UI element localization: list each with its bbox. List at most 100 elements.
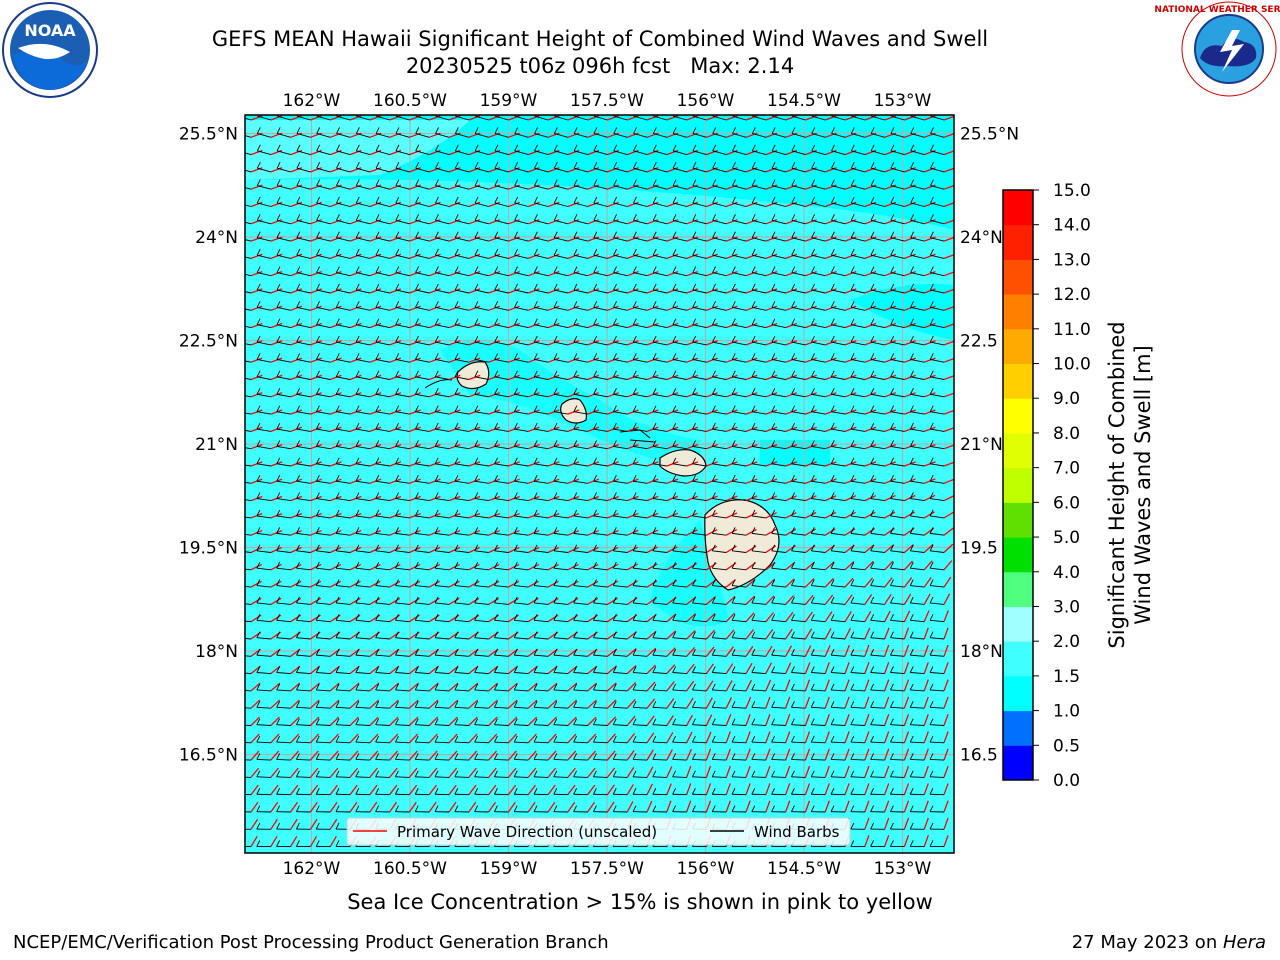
wind-barb-flag xyxy=(613,231,618,238)
lon-label-top: 153°W xyxy=(874,91,932,111)
wave-arrow xyxy=(765,478,778,484)
wind-barb xyxy=(494,706,509,709)
wind-barb-flag xyxy=(573,666,578,673)
wind-barb-flag xyxy=(256,231,261,238)
wind-barb-flag xyxy=(771,614,776,621)
wave-arrow xyxy=(745,219,758,225)
wind-barb-flag xyxy=(613,318,617,325)
wave-arrow xyxy=(270,357,283,363)
wave-arrow xyxy=(409,236,421,242)
wind-barb xyxy=(831,515,846,519)
wave-arrow xyxy=(250,665,261,675)
wave-arrow xyxy=(547,750,557,761)
colorbar-label-line1: Significant Height of Combined xyxy=(1105,321,1129,648)
wave-arrow xyxy=(547,357,560,363)
wind-barb xyxy=(435,672,450,675)
wind-barb xyxy=(553,376,568,380)
wave-arrow xyxy=(587,529,599,536)
wave-arrow xyxy=(488,305,501,311)
wind-barb-flag xyxy=(296,822,300,830)
wave-arrow xyxy=(270,426,283,433)
wind-barb-flag xyxy=(771,388,776,395)
wave-arrow xyxy=(527,461,540,467)
wind-barb xyxy=(751,463,766,467)
wave-arrow xyxy=(785,512,797,519)
wind-barb-flag xyxy=(474,214,479,221)
wind-barb-flag xyxy=(830,388,835,395)
wind-barb-flag xyxy=(593,788,597,795)
wind-barb xyxy=(653,167,667,173)
wave-arrow xyxy=(587,716,597,726)
wave-arrow xyxy=(409,374,421,381)
wave-arrow xyxy=(805,236,817,242)
wind-barb xyxy=(336,393,351,398)
wind-barb xyxy=(613,480,628,484)
wind-barb-flag xyxy=(810,544,815,551)
wind-barb-flag xyxy=(296,127,301,134)
wave-arrow xyxy=(745,340,758,346)
wind-barb-flag xyxy=(454,701,459,708)
colorbar-tick-label: 11.0 xyxy=(1053,320,1091,340)
wind-barb-flag xyxy=(435,231,439,238)
wind-barb-flag xyxy=(612,788,617,795)
wind-barb-flag xyxy=(870,127,875,134)
wave-arrow xyxy=(408,699,419,709)
wind-barb-flag xyxy=(831,231,835,238)
wave-arrow xyxy=(389,478,402,484)
wave-arrow xyxy=(903,560,914,571)
wave-arrow xyxy=(824,426,837,433)
wave-arrow xyxy=(725,545,737,554)
wind-barb xyxy=(257,289,271,294)
wind-barb xyxy=(653,132,667,138)
wave-arrow xyxy=(250,461,263,467)
wave-arrow xyxy=(488,580,500,588)
wind-barb xyxy=(356,289,370,294)
wind-barb xyxy=(850,359,865,363)
wind-barb-flag xyxy=(375,666,380,673)
wind-barb-flag xyxy=(593,214,598,221)
wind-barb xyxy=(435,185,450,190)
wind-barb-flag xyxy=(375,770,380,778)
wind-barb-flag xyxy=(771,579,776,586)
wind-barb-flag xyxy=(593,579,597,586)
wind-barb-flag xyxy=(830,335,835,343)
wave-arrow xyxy=(725,731,731,744)
wave-arrow xyxy=(527,733,537,744)
wind-barb xyxy=(811,463,826,467)
wind-barb-flag xyxy=(593,422,598,430)
wind-barb xyxy=(850,672,865,675)
wind-barb-flag xyxy=(929,788,934,795)
wind-barb xyxy=(534,602,549,605)
wind-barb xyxy=(811,532,826,536)
wind-barb-flag xyxy=(355,683,360,691)
wind-barb-flag xyxy=(910,370,914,378)
wind-barb-flag xyxy=(296,527,300,534)
wind-barb xyxy=(890,672,905,675)
wave-arrow xyxy=(607,426,619,433)
wave-arrow xyxy=(844,167,857,173)
wind-barb xyxy=(257,306,271,311)
wind-barb-flag xyxy=(355,805,360,812)
wind-barb-flag xyxy=(930,214,934,221)
wind-barb-flag xyxy=(692,701,696,708)
wind-barb xyxy=(632,759,648,761)
wind-barb-flag xyxy=(810,422,815,430)
wind-barb-flag xyxy=(850,144,855,151)
wind-barb xyxy=(474,289,489,294)
wind-barb xyxy=(930,515,945,519)
wind-barb-flag xyxy=(335,509,340,517)
wind-barb xyxy=(573,498,588,502)
wind-barb-flag xyxy=(731,283,736,291)
wind-barb xyxy=(316,480,331,484)
wind-barb xyxy=(534,219,549,225)
wind-barb xyxy=(593,132,608,138)
wind-barb-flag xyxy=(929,683,934,691)
wind-barb xyxy=(494,724,509,726)
wind-barb xyxy=(514,741,529,744)
wind-barb xyxy=(296,445,311,450)
wind-barb xyxy=(613,237,628,242)
wave-arrow xyxy=(329,563,342,571)
wave-arrow xyxy=(824,478,837,484)
wave-arrow xyxy=(428,682,439,692)
wind-barb-flag xyxy=(375,805,380,812)
